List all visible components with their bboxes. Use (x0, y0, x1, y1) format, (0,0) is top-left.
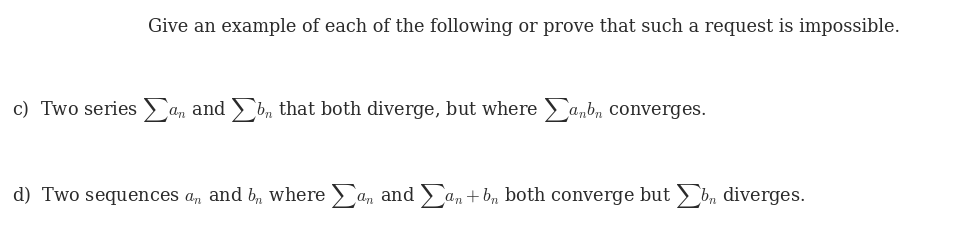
Text: Give an example of each of the following or prove that such a request is impossi: Give an example of each of the following… (148, 18, 901, 36)
Text: c)  Two series $\sum a_n$ and $\sum b_n$ that both diverge, but where $\sum a_nb: c) Two series $\sum a_n$ and $\sum b_n$ … (12, 96, 707, 124)
Text: d)  Two sequences $a_n$ and $b_n$ where $\sum a_n$ and $\sum a_n + b_n$ both con: d) Two sequences $a_n$ and $b_n$ where $… (12, 181, 806, 209)
